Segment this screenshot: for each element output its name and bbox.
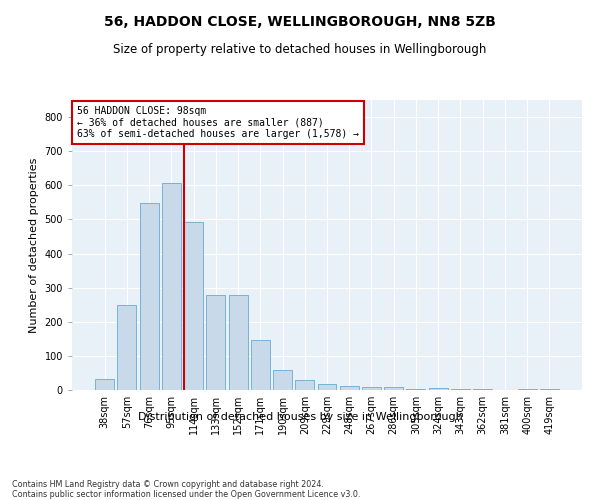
Text: Size of property relative to detached houses in Wellingborough: Size of property relative to detached ho… (113, 42, 487, 56)
Bar (451, 389, 470, 390)
Bar (340, 386, 359, 390)
Text: 56 HADDON CLOSE: 98sqm
← 36% of detached houses are smaller (887)
63% of semi-de: 56 HADDON CLOSE: 98sqm ← 36% of detached… (77, 106, 359, 139)
Bar (317, 384, 337, 390)
Bar (184, 222, 203, 390)
Bar (251, 340, 270, 390)
Bar (384, 388, 403, 390)
Bar (362, 388, 381, 390)
Bar (229, 296, 248, 390)
Bar (206, 296, 225, 390)
Text: Contains HM Land Registry data © Crown copyright and database right 2024.
Contai: Contains HM Land Registry data © Crown c… (12, 480, 361, 500)
Text: 56, HADDON CLOSE, WELLINGBOROUGH, NN8 5ZB: 56, HADDON CLOSE, WELLINGBOROUGH, NN8 5Z… (104, 15, 496, 29)
Bar (162, 182, 181, 390)
Bar (273, 370, 292, 390)
Bar (295, 380, 314, 390)
Bar (429, 388, 448, 390)
Bar (95, 378, 114, 390)
Bar (140, 203, 158, 390)
Bar (118, 306, 136, 390)
Y-axis label: Number of detached properties: Number of detached properties (29, 158, 39, 332)
Text: Distribution of detached houses by size in Wellingborough: Distribution of detached houses by size … (137, 412, 463, 422)
